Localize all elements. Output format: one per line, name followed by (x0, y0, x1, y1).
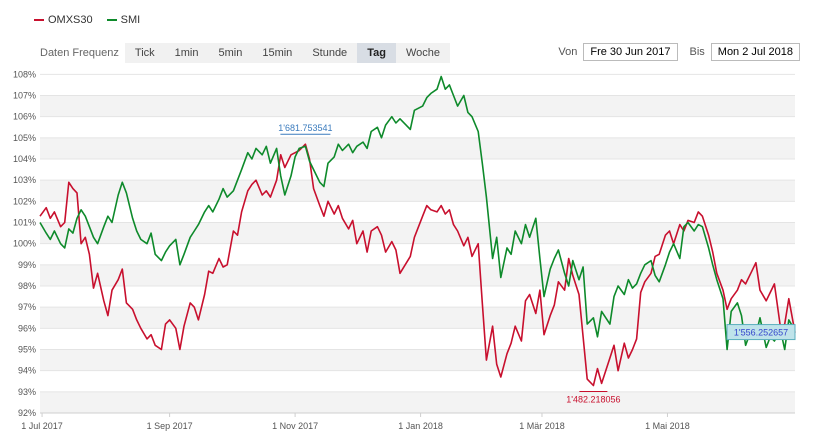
freq-button-woche[interactable]: Woche (395, 43, 450, 63)
legend-label-omxs30: OMXS30 (48, 14, 93, 26)
x-tick-label: 1 Sep 2017 (147, 421, 193, 431)
x-tick-label: 1 Mär 2018 (519, 421, 565, 431)
x-tick-label: 1 Jul 2017 (21, 421, 63, 431)
y-tick-label: 107% (13, 91, 36, 101)
max-value-label: 1'681.753541 (278, 123, 332, 133)
last-value-box (726, 324, 796, 341)
y-tick-label: 92% (18, 408, 36, 418)
freq-button-tick[interactable]: Tick (124, 43, 165, 63)
grid-band (40, 264, 795, 287)
y-tick-label: 106% (13, 112, 36, 122)
y-tick-label: 94% (18, 366, 36, 376)
y-tick-label: 97% (18, 302, 36, 312)
legend-label-smi: SMI (120, 14, 141, 26)
legend-swatch-omxs30 (34, 19, 44, 21)
y-tick-label: 99% (18, 260, 36, 270)
to-label: Bis (689, 46, 705, 58)
grid-band (40, 95, 795, 117)
date-range: Von Fre 30 Jun 2017 Bis Mon 2 Jul 2018 (558, 43, 800, 61)
x-tick-label: 1 Jan 2018 (398, 421, 443, 431)
y-tick-label: 108% (13, 69, 36, 79)
freq-button-15min[interactable]: 15min (252, 43, 303, 63)
y-tick-label: 96% (18, 323, 36, 333)
y-tick-label: 105% (13, 133, 36, 143)
y-tick-label: 103% (13, 175, 36, 185)
frequency-label: Daten Frequenz (40, 47, 119, 59)
y-tick-label: 104% (13, 154, 36, 164)
x-tick-label: 1 Nov 2017 (272, 421, 318, 431)
from-label: Von (558, 46, 578, 58)
grid-band (40, 349, 795, 371)
grid-band (40, 180, 795, 202)
y-tick-label: 102% (13, 196, 36, 206)
y-tick-label: 98% (18, 281, 36, 291)
series-line-smi[interactable] (39, 75, 796, 351)
chart-legend: OMXS30 SMI (34, 14, 140, 26)
last-value-label: 1'556.252657 (734, 328, 788, 338)
freq-button-stunde[interactable]: Stunde (302, 43, 358, 63)
frequency-toolbar: Daten Frequenz Tick 1min 5min 15min Stun… (40, 43, 450, 63)
grid-band (40, 307, 795, 329)
y-tick-label: 100% (13, 239, 36, 249)
grid-band (40, 222, 795, 244)
legend-swatch-smi (106, 19, 117, 21)
from-date-input[interactable]: Fre 30 Jun 2017 (583, 43, 678, 61)
legend-item-smi[interactable]: SMI (106, 14, 141, 26)
freq-button-1min[interactable]: 1min (164, 43, 209, 63)
y-tick-label: 93% (18, 387, 36, 397)
freq-button-5min[interactable]: 5min (208, 43, 253, 63)
legend-item-omxs30[interactable]: OMXS30 (34, 14, 93, 26)
line-chart[interactable]: 92% 93% 94% 95% 96% 97% 98% 99% 100% 101% 102% 103%… (0, 60, 830, 433)
freq-button-tag[interactable]: Tag (357, 43, 396, 63)
y-tick-label: 95% (18, 345, 36, 355)
grid-band (40, 391, 795, 413)
series-line-omxs30[interactable] (39, 143, 796, 387)
y-tick-label: 101% (13, 218, 36, 228)
to-date-input[interactable]: Mon 2 Jul 2018 (710, 43, 800, 61)
min-value-label: 1'482.218056 (566, 394, 620, 404)
grid-band (40, 137, 795, 160)
x-tick-label: 1 Mai 2018 (645, 421, 690, 431)
